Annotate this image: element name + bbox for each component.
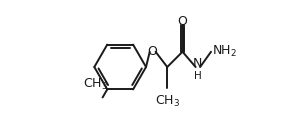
Text: NH$_2$: NH$_2$ (212, 44, 237, 59)
Text: O: O (178, 15, 188, 28)
Text: CH$_3$: CH$_3$ (155, 94, 180, 109)
Text: N: N (193, 57, 202, 70)
Text: O: O (148, 45, 157, 58)
Text: H: H (194, 71, 202, 81)
Text: CH$_3$: CH$_3$ (83, 77, 108, 92)
